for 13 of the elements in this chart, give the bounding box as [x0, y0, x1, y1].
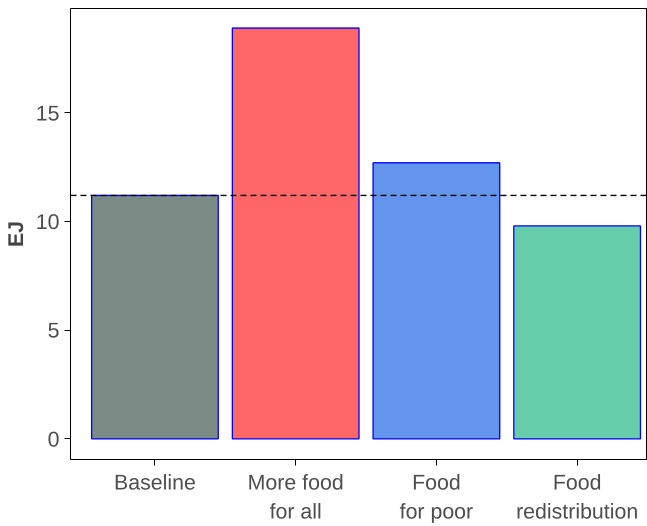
x-tick-label: More food for all: [248, 470, 344, 524]
x-tick-label: Food redistribution: [516, 470, 638, 524]
bar: [513, 225, 642, 440]
bar: [372, 162, 500, 440]
y-tick-label: 0: [48, 427, 60, 452]
x-tick-label: Food for poor: [400, 470, 474, 524]
x-tick-label: Baseline: [114, 470, 196, 494]
bar: [90, 194, 219, 440]
bar: [232, 27, 360, 440]
y-axis-title: EJ: [4, 220, 28, 248]
y-tick-label: 5: [48, 318, 60, 343]
y-tick-label: 10: [36, 210, 60, 234]
y-tick-label: 15: [36, 101, 60, 126]
